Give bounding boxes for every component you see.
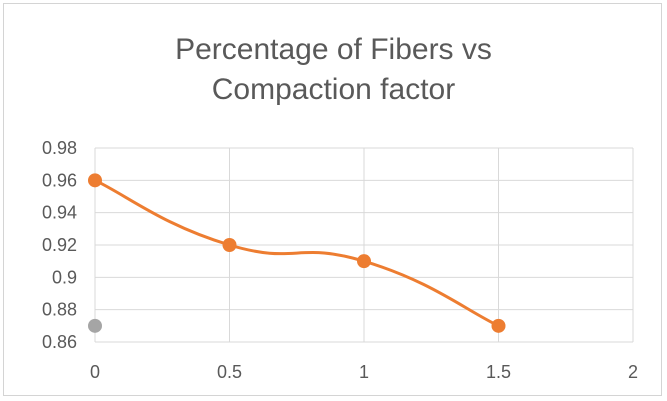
series-2-point: [88, 318, 102, 333]
chart-area: [3, 3, 662, 396]
chart-title: Percentage of Fibers vs Compaction facto…: [0, 30, 667, 110]
gridlines: [94, 147, 634, 343]
series-1-point: [357, 254, 371, 269]
x-tick-label: 1: [359, 362, 369, 382]
chart-title-line-2: Compaction factor: [211, 73, 456, 106]
series-1-point: [491, 318, 506, 333]
y-tick-label: 0.94: [42, 203, 77, 223]
y-tick-label: 0.98: [42, 138, 77, 158]
series-1-line: [94, 178, 500, 328]
y-tick-label: 0.92: [42, 235, 77, 255]
series: [88, 173, 506, 333]
series-1-point: [88, 173, 102, 188]
x-tick-label: 1.5: [486, 362, 511, 382]
y-tick-label: 0.96: [42, 170, 77, 190]
y-tick-label: 0.86: [42, 332, 77, 352]
series-1-point: [222, 238, 237, 252]
x-tick-label: 0.5: [217, 362, 242, 382]
y-tick-label: 0.88: [42, 300, 77, 320]
x-tick-label: 0: [90, 362, 100, 382]
tick-labels: 0.98 0.96 0.94 0.92 0.9 0.88 0.86 0 0.5 1 1.5 2: [42, 138, 638, 382]
chart-title-line-1: Percentage of Fibers vs: [175, 33, 492, 66]
x-tick-label: 2: [628, 362, 638, 382]
y-tick-label: 0.9: [52, 267, 77, 287]
